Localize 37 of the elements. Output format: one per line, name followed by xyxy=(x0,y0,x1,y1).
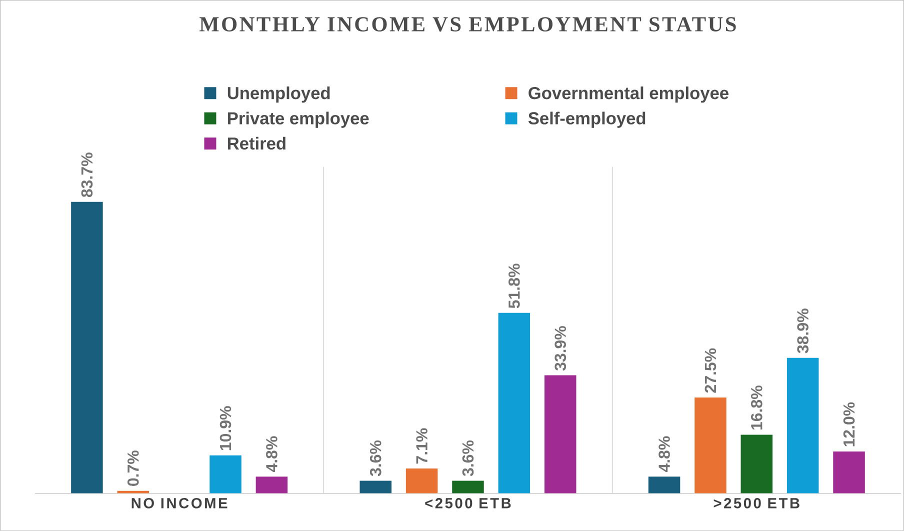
legend-label: Retired xyxy=(228,136,286,150)
legend-label: Private employee xyxy=(228,112,369,128)
x-tick-label: >2500 ETB xyxy=(714,498,800,508)
data-label: 38.9% xyxy=(797,308,809,354)
data-label: 7.1% xyxy=(416,428,428,464)
bar xyxy=(498,312,530,494)
data-label: 10.9% xyxy=(220,406,232,450)
data-label: 4.8% xyxy=(658,436,670,472)
bar xyxy=(71,202,103,494)
data-label: 16.8% xyxy=(751,386,762,430)
data-label: 51.8% xyxy=(508,264,520,308)
data-label: 3.6% xyxy=(462,440,474,476)
x-tick-label: <2500 ETB xyxy=(425,498,511,508)
chart-title: MONTHLY INCOME VS EMPLOYMENT STATUS xyxy=(200,17,736,32)
bar xyxy=(452,480,484,494)
legend-label: Self-employed xyxy=(528,112,646,128)
bar xyxy=(833,452,865,494)
x-tick-label: NO INCOME xyxy=(132,498,228,508)
bar xyxy=(544,375,576,494)
data-label: 0.7% xyxy=(127,450,139,486)
bar xyxy=(694,398,726,494)
legend-label: Governmental employee xyxy=(528,86,728,103)
bar xyxy=(117,490,150,494)
bar xyxy=(406,468,438,494)
data-label: 12.0% xyxy=(843,402,855,446)
data-label: 27.5% xyxy=(704,348,716,393)
bar xyxy=(740,434,773,494)
data-label: 4.8% xyxy=(266,436,278,472)
bar xyxy=(210,455,242,494)
data-label: 83.7% xyxy=(81,152,93,198)
data-label: 33.9% xyxy=(554,326,566,371)
data-label: 3.6% xyxy=(370,440,382,476)
bar xyxy=(786,358,819,494)
legend-label: Unemployed xyxy=(228,86,330,103)
bar xyxy=(648,476,680,494)
bar xyxy=(256,476,288,494)
bar xyxy=(360,480,392,494)
